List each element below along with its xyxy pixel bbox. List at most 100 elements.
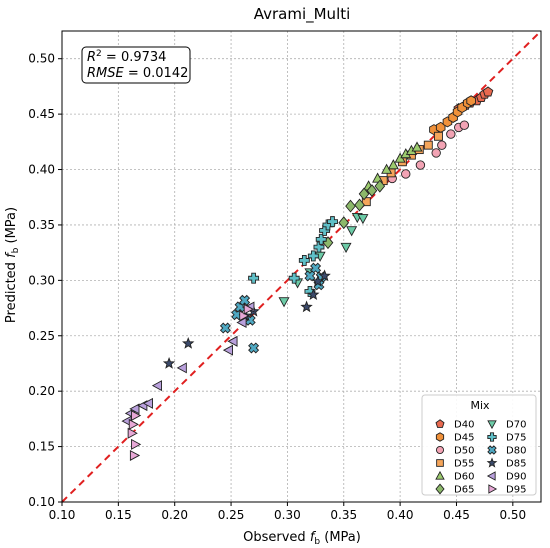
- data-point-d50: [459, 120, 470, 130]
- data-point-d75: [248, 272, 260, 284]
- data-point-d45: [466, 95, 476, 107]
- data-point-d80: [304, 270, 316, 282]
- data-points: [121, 86, 494, 461]
- data-point-d80: [239, 294, 251, 306]
- reference-line-y-equals-x: [61, 30, 542, 503]
- axis-ticks: 0.10 0.15 0.20 0.25 0.30 0.35 0.40 0.45 0.50 0.10…: [28, 52, 526, 522]
- x-tick-label: 0.40: [387, 508, 414, 522]
- data-point-d75: [315, 233, 327, 245]
- legend-marker-d70: [487, 420, 497, 430]
- legend-marker-d40: [435, 419, 445, 428]
- data-point-d60: [411, 141, 423, 152]
- data-point-d70: [357, 214, 369, 225]
- data-point-d95: [243, 303, 254, 315]
- data-point-d50: [401, 169, 411, 179]
- data-point-d90: [227, 335, 238, 347]
- series-d45: [429, 95, 476, 136]
- y-tick-label: 0.15: [28, 440, 55, 454]
- x-tick-label: 0.30: [274, 508, 301, 522]
- data-point-d65: [354, 198, 365, 212]
- data-point-d95: [131, 410, 142, 422]
- data-point-d80: [248, 342, 260, 354]
- data-point-d90: [142, 397, 153, 409]
- y-axis-label: Predicted fb (MPa): [4, 207, 21, 323]
- data-point-d90: [129, 403, 140, 415]
- data-point-d70: [346, 226, 358, 237]
- data-point-d55: [433, 131, 443, 141]
- data-point-d75: [327, 216, 338, 228]
- data-point-d90: [236, 316, 247, 328]
- y-tick-label: 0.35: [28, 218, 55, 232]
- data-point-d75: [313, 241, 325, 253]
- legend-label-d85: D85: [506, 459, 526, 470]
- data-point-d85: [300, 300, 313, 313]
- plot-area-frame: [61, 30, 542, 503]
- data-point-d95: [127, 427, 138, 439]
- legend-label-d40: D40: [454, 420, 474, 431]
- legend-label-d70: D70: [506, 420, 526, 431]
- data-point-d65: [374, 179, 386, 193]
- y-tick-label: 0.40: [28, 163, 55, 177]
- x-tick-label: 0.10: [49, 508, 76, 522]
- data-point-d85: [182, 337, 195, 349]
- rmse-stat: RMSE = 0.0142: [87, 66, 188, 81]
- legend-marker-d95: [488, 484, 498, 494]
- y-tick-label: 0.30: [28, 273, 55, 287]
- data-point-d65: [358, 187, 370, 201]
- data-point-d65: [338, 216, 350, 230]
- x-tick-label: 0.35: [330, 508, 357, 522]
- y-tick-label: 0.50: [28, 52, 55, 66]
- r2-stat: R2 = 0.9734: [87, 49, 166, 65]
- legend-marker-d60: [435, 470, 445, 480]
- legend-marker-d80: [487, 445, 497, 455]
- legend-label-d90: D90: [506, 472, 526, 483]
- legend-marker-d50: [435, 445, 445, 455]
- legend-label-d50: D50: [454, 446, 474, 457]
- y-tick-label: 0.25: [28, 329, 55, 343]
- series-d60: [363, 141, 423, 191]
- data-point-d85: [307, 288, 320, 301]
- legend: Mix D40 D45 D50 D55 D60 D65 D70 D75 D80 D85 D90 D95: [421, 394, 537, 496]
- data-point-d55: [361, 197, 371, 207]
- series-d95: [127, 303, 254, 461]
- data-point-d90: [151, 380, 163, 392]
- x-tick-label: 0.20: [161, 508, 188, 522]
- y-tick-label: 0.10: [28, 495, 55, 509]
- data-point-d85: [162, 356, 176, 369]
- data-point-d55: [423, 140, 433, 150]
- legend-box: [421, 394, 537, 496]
- legend-label-d95: D95: [506, 485, 526, 496]
- data-point-d50: [415, 160, 426, 170]
- legend-marker-d75: [487, 432, 497, 442]
- series-d65: [322, 179, 386, 250]
- data-point-d70: [278, 297, 290, 308]
- data-point-d85: [318, 269, 331, 282]
- legend-label-d45: D45: [454, 433, 474, 444]
- legend-label-d80: D80: [506, 446, 526, 457]
- chart-title: Avrami_Multi: [254, 5, 351, 24]
- data-point-d75: [307, 250, 319, 262]
- legend-label-d55: D55: [454, 459, 474, 470]
- data-point-d40: [482, 86, 494, 97]
- legend-label-d75: D75: [506, 433, 526, 444]
- legend-label-d60: D60: [454, 472, 474, 483]
- data-point-d75: [288, 272, 300, 284]
- data-point-d70: [340, 242, 352, 254]
- x-tick-label: 0.15: [105, 508, 132, 522]
- data-point-d95: [131, 438, 142, 450]
- data-point-d90: [222, 344, 234, 356]
- data-point-d95: [129, 449, 141, 461]
- legend-marker-d90: [486, 471, 496, 481]
- x-tick-label: 0.45: [443, 508, 470, 522]
- data-point-d80: [219, 322, 231, 334]
- x-axis-label: Observed fb (MPa): [243, 530, 361, 547]
- legend-marker-d85: [486, 457, 498, 468]
- legend-marker-d65: [435, 483, 445, 495]
- legend-title: Mix: [470, 399, 490, 412]
- data-point-d50: [431, 148, 441, 158]
- y-tick-label: 0.20: [28, 384, 55, 398]
- stats-box: R2 = 0.9734 RMSE = 0.0142: [81, 46, 191, 84]
- legend-label-d65: D65: [454, 485, 474, 496]
- data-point-d60: [387, 159, 399, 170]
